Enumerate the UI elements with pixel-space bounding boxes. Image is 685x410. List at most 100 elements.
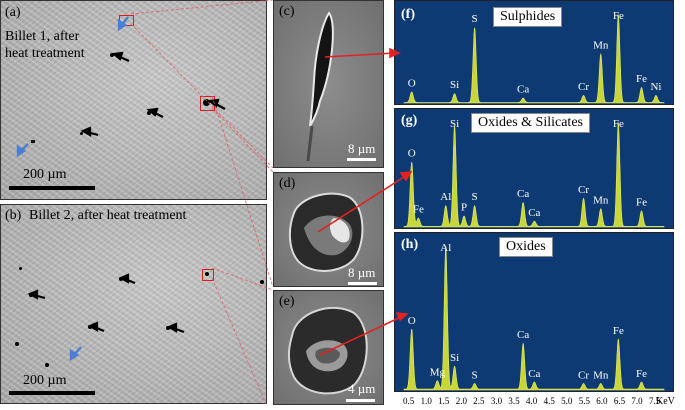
eds-spectrum-f: (f) Sulphides O Si S Ca Cr Mn Fe Fe Ni	[394, 0, 674, 105]
panel-label-g: (g)	[401, 113, 418, 128]
axis-tick-label: 6.0	[596, 396, 608, 406]
axis-tick-label: 3.0	[490, 396, 503, 406]
sem-image-c: (c) 8 µm	[273, 0, 384, 168]
peak-label: Fe	[613, 10, 624, 22]
inclusion-dot	[166, 326, 170, 330]
axis-unit: KeV	[656, 396, 675, 407]
inclusion-dot	[19, 267, 22, 270]
axis-tick-label: 1.5	[438, 396, 450, 406]
axis-tick-label: 7.5	[649, 396, 661, 406]
peak-label: Fe	[636, 368, 647, 380]
inclusion-dot	[31, 140, 35, 143]
scale-label-b: 200 µm	[23, 373, 67, 388]
panel-label-e: (e)	[279, 294, 295, 309]
scale-bar-b	[9, 391, 95, 395]
micrograph-a: (a) Billet 1, after heat treatment 200 µ…	[0, 0, 267, 200]
panel-label-d: (d)	[279, 176, 296, 191]
spectrum-plot-h: Al O Mg Si S Ca Ca Cr Mn Fe Fe	[403, 242, 665, 391]
axis-tick-label: 5.5	[578, 396, 590, 406]
axis-tick-label: 3.5	[508, 396, 520, 406]
black-arrow-icon	[27, 273, 185, 334]
spectrum-plot-g: O Fe Al Si PS Ca Ca Cr Mn Fe Fe	[403, 118, 665, 228]
black-arrow-icon	[80, 51, 226, 137]
peak-label: Ca	[528, 368, 540, 380]
peak-label: Mn	[593, 194, 609, 206]
peak-label: S	[472, 191, 478, 203]
panel-label-f: (f)	[401, 7, 415, 22]
peak-label: P	[461, 202, 467, 214]
axis-tick-label: 0.5	[403, 396, 415, 406]
spectrum-trace	[403, 122, 665, 228]
peak-label: Mn	[593, 369, 609, 381]
peak-label: Fe	[613, 118, 624, 130]
axis-tick-label: 6.5	[613, 396, 626, 406]
caption-b: Billet 2, after heat treatment	[29, 208, 187, 223]
spectrum-trace	[403, 246, 665, 391]
panel-label-c: (c)	[279, 4, 295, 19]
peak-label: Mn	[593, 40, 609, 52]
energy-axis: 0.5 1.0 1.5 2.0 2.5 3.0 3.5 4.0 4.5 5.0 5.5 6.0 6.5 7…	[394, 392, 685, 410]
scale-label-c: 8 µm	[348, 141, 376, 156]
peak-label: O	[408, 315, 416, 327]
peak-label: Cr	[578, 184, 589, 196]
peak-label: Al	[440, 242, 451, 254]
scale-bar-c	[347, 158, 376, 161]
peak-label: Fe	[413, 204, 424, 216]
inclusion-dot	[15, 342, 19, 346]
peak-label: Ca	[517, 188, 529, 200]
arrows-b	[27, 273, 185, 362]
inclusion-dot	[110, 53, 114, 57]
scale-label-d: 8 µm	[348, 265, 376, 280]
panel-label-a: (a)	[5, 5, 21, 20]
scale-bar-a	[9, 186, 95, 190]
scale-bar-d	[348, 282, 377, 285]
peak-label: Si	[450, 79, 459, 91]
scale-label-a: 200 µm	[23, 167, 67, 182]
scale-label-e: 4 µm	[348, 381, 376, 396]
peak-label: Mg	[430, 366, 446, 378]
axis-tick-label: 5.0	[561, 396, 573, 406]
peak-label: Al	[440, 191, 451, 203]
peak-label: Fe	[636, 73, 647, 85]
panel-label-h: (h)	[401, 237, 419, 252]
peak-label: O	[408, 77, 416, 89]
caption-a-line1: Billet 1, after	[5, 29, 80, 44]
scale-bar-e	[346, 399, 375, 402]
peak-label: S	[472, 13, 478, 25]
spectrum-title-g: Oxides & Silicates	[471, 113, 590, 133]
peak-label: Si	[450, 352, 459, 364]
sem-image-d: (d) 8 µm	[273, 172, 384, 287]
peak-label: Si	[450, 118, 459, 130]
axis-tick-label: 2.5	[473, 396, 485, 406]
eds-spectrum-g: (g) Oxides & Silicates O Fe Al Si P S Ca Ca Cr Mn…	[394, 108, 674, 229]
inclusion-dot	[205, 272, 209, 276]
peak-label: Ni	[650, 81, 661, 93]
peak-label: O	[408, 148, 416, 160]
axis-tick-label: 7.0	[631, 396, 643, 406]
panel-label-b: (b)	[5, 208, 22, 223]
sulphide-inclusion	[306, 11, 334, 162]
blue-arrow-icon	[16, 16, 129, 158]
peak-label: Ca	[517, 84, 529, 96]
inclusion-dot	[80, 132, 83, 135]
axis-tick-label: 4.5	[543, 396, 555, 406]
peak-label: Ca	[517, 329, 529, 341]
caption-a-line2: heat treatment	[5, 46, 85, 61]
micrograph-b: (b) Billet 2, after heat treatment 200 µ…	[0, 204, 267, 404]
peak-label: Cr	[578, 81, 589, 93]
axis-tick-label: 1.0	[420, 396, 432, 406]
spectrum-title-f: Sulphides	[493, 7, 563, 27]
axis-tick-label: 2.0	[455, 396, 467, 406]
peak-label: S	[472, 369, 478, 381]
spectrum-title-h: Oxides	[499, 237, 553, 257]
peak-label: Fe	[613, 325, 624, 337]
peak-label: Cr	[578, 369, 589, 381]
eds-spectrum-h: (h) Oxides Al O Mg Si S Ca Ca Cr Mn Fe Fe	[394, 232, 674, 392]
axis-tick-label: 4.0	[526, 396, 538, 406]
peak-label: Fe	[636, 196, 647, 208]
blue-arrow-icon	[69, 346, 82, 362]
sem-image-e: (e) 4 µm	[273, 290, 384, 405]
inclusion-dot	[45, 363, 49, 367]
peak-label: Ca	[528, 207, 540, 219]
